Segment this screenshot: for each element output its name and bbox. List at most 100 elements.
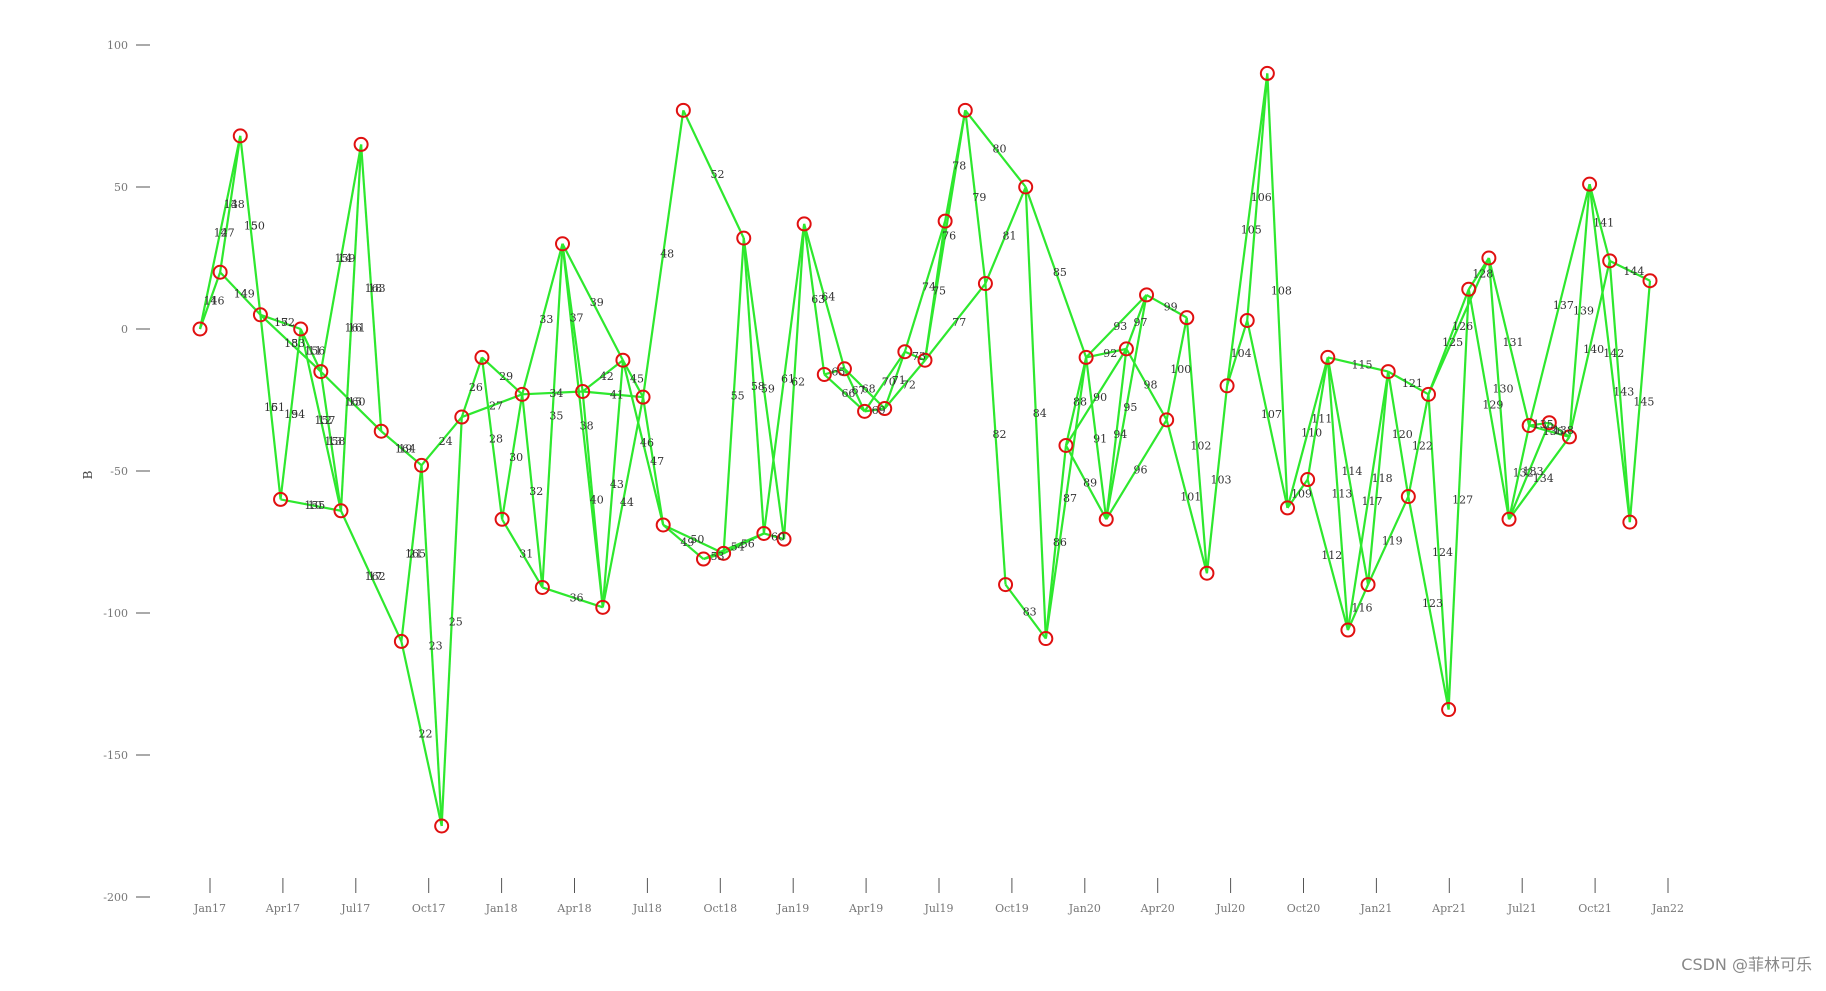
point-marker bbox=[1400, 489, 1416, 505]
point-label: 91 bbox=[1093, 432, 1107, 445]
edge-line bbox=[944, 110, 967, 222]
point-marker bbox=[373, 423, 389, 439]
edge-line bbox=[440, 416, 463, 827]
edge-line bbox=[541, 243, 564, 588]
point-marker bbox=[1420, 386, 1436, 402]
point-marker bbox=[736, 230, 752, 246]
point-label: 143 bbox=[1613, 385, 1634, 398]
point-label: 49 bbox=[680, 536, 694, 549]
edge-line bbox=[1125, 294, 1148, 350]
point-label: 4 bbox=[241, 288, 248, 301]
point-label: 154 bbox=[284, 408, 305, 421]
edge-line bbox=[1306, 357, 1329, 480]
edge-line bbox=[1105, 294, 1148, 520]
edge-line bbox=[662, 523, 725, 555]
edge-line bbox=[904, 350, 926, 362]
point-marker bbox=[1018, 179, 1034, 195]
x-tick-label: Jul18 bbox=[632, 902, 662, 915]
x-tick-label: Jul20 bbox=[1215, 902, 1245, 915]
x-tick-label: Jul17 bbox=[340, 902, 370, 915]
edge-line bbox=[1387, 370, 1430, 396]
edge-line bbox=[259, 314, 282, 500]
x-tick-label: Oct21 bbox=[1578, 902, 1612, 915]
edge-line bbox=[581, 359, 624, 393]
point-label: 73 bbox=[912, 350, 926, 363]
point-label: 28 bbox=[489, 432, 503, 445]
point-label: 148 bbox=[224, 198, 245, 211]
point-label: 32 bbox=[529, 485, 543, 498]
edge-line bbox=[1024, 186, 1047, 639]
edge-line bbox=[1105, 348, 1128, 520]
point-label: 58 bbox=[751, 380, 765, 393]
point-marker bbox=[1541, 415, 1557, 431]
point-label: 121 bbox=[1402, 377, 1423, 390]
point-label: 151 bbox=[264, 401, 285, 414]
point-label: 13 bbox=[328, 435, 342, 448]
point-label: 101 bbox=[1180, 491, 1201, 504]
edge-line bbox=[380, 430, 423, 467]
point-label: 85 bbox=[1053, 266, 1067, 279]
point-label: 132 bbox=[1513, 466, 1534, 479]
point-label: 124 bbox=[1432, 546, 1453, 559]
point-label: 94 bbox=[1113, 428, 1127, 441]
point-label: 68 bbox=[862, 383, 876, 396]
point-marker bbox=[555, 236, 570, 252]
edge-line bbox=[762, 223, 806, 534]
x-tick-label: Jan20 bbox=[1068, 902, 1101, 915]
edge-line bbox=[763, 532, 785, 541]
edge-line bbox=[561, 243, 624, 361]
edge-line bbox=[542, 586, 604, 609]
point-marker bbox=[1320, 349, 1336, 365]
point-label: 95 bbox=[1123, 401, 1137, 414]
point-marker bbox=[1118, 341, 1134, 357]
point-label: 142 bbox=[1603, 347, 1624, 360]
edge-line bbox=[883, 351, 906, 409]
point-label: 90 bbox=[1093, 391, 1107, 404]
point-marker bbox=[1300, 472, 1316, 488]
point-marker bbox=[615, 352, 631, 368]
point-label: 104 bbox=[1231, 347, 1252, 360]
edge-line bbox=[1568, 184, 1591, 438]
edge-line bbox=[682, 109, 745, 239]
point-marker bbox=[595, 599, 611, 615]
watermark: CSDN @菲林可乐 bbox=[1681, 955, 1812, 974]
point-marker bbox=[1159, 412, 1175, 428]
point-marker bbox=[1561, 429, 1577, 445]
x-tick-label: Jul19 bbox=[923, 902, 953, 915]
edge-line bbox=[1306, 479, 1349, 631]
edge-line bbox=[803, 223, 846, 370]
point-label: 76 bbox=[942, 229, 956, 242]
edge-line bbox=[1085, 357, 1108, 520]
point-label: 37 bbox=[570, 312, 584, 325]
edge-line bbox=[1588, 184, 1631, 523]
x-tick-label: Jul21 bbox=[1507, 902, 1537, 915]
point-label: 67 bbox=[852, 384, 866, 397]
edge-line bbox=[219, 271, 262, 316]
point-label: 93 bbox=[1113, 320, 1127, 333]
point-label: 12 bbox=[318, 414, 332, 427]
edge-line bbox=[641, 396, 665, 526]
point-label: 114 bbox=[1341, 465, 1362, 478]
point-marker bbox=[675, 102, 691, 118]
point-marker bbox=[1380, 364, 1396, 380]
point-marker bbox=[1038, 631, 1054, 647]
edge-line bbox=[1628, 280, 1652, 523]
point-label: 1 bbox=[211, 295, 218, 308]
edge-line bbox=[198, 271, 222, 330]
point-label: 63 bbox=[811, 293, 825, 306]
point-label: 80 bbox=[992, 143, 1006, 156]
point-label: 14 bbox=[338, 252, 352, 265]
edge-line bbox=[1085, 294, 1148, 359]
point-marker bbox=[1461, 281, 1477, 297]
point-label: 77 bbox=[952, 316, 966, 329]
point-marker bbox=[1521, 418, 1537, 434]
point-label: 145 bbox=[1633, 395, 1654, 408]
edge-line bbox=[1366, 371, 1390, 585]
point-label: 119 bbox=[1382, 535, 1403, 548]
point-label: 39 bbox=[590, 296, 604, 309]
point-marker bbox=[816, 366, 832, 382]
point-label: 122 bbox=[1412, 439, 1433, 452]
point-label: 11 bbox=[308, 344, 322, 357]
edge-line bbox=[823, 373, 866, 413]
